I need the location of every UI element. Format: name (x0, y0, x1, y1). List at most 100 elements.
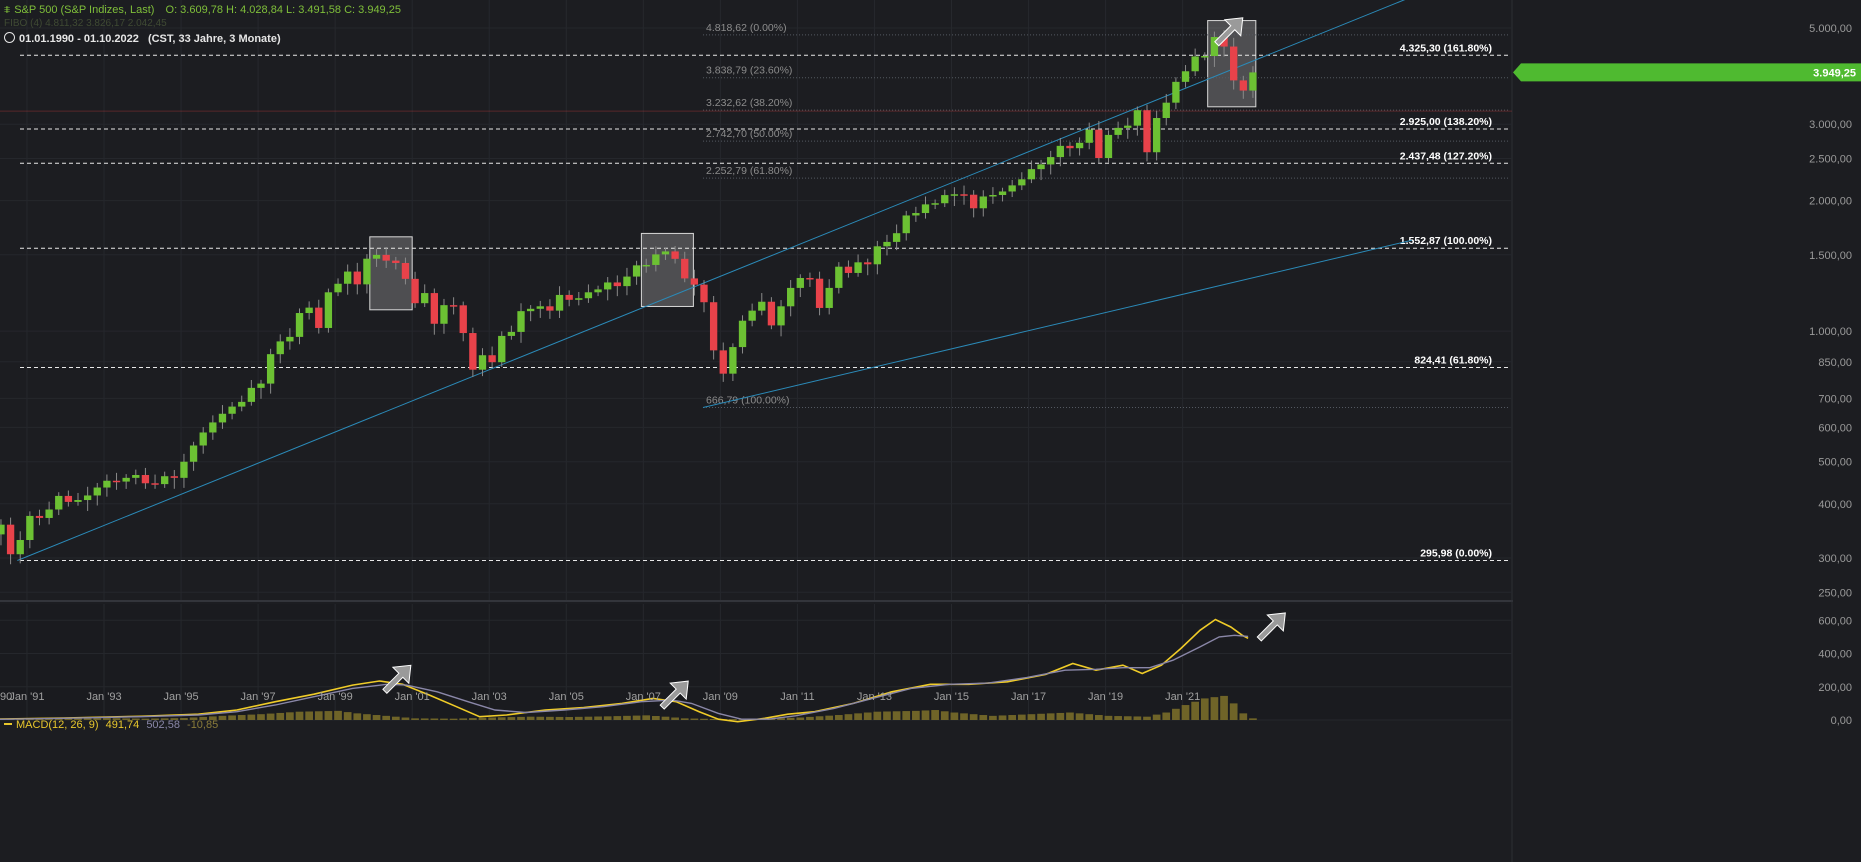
y-tick-label: 850,00 (1818, 357, 1852, 369)
fib-label: 4.818,62 (0.00%) (706, 22, 787, 34)
macd-histogram-bar (497, 717, 506, 720)
macd-legend-swatch (4, 723, 12, 725)
macd-histogram-bar (912, 710, 920, 720)
candle-body (411, 278, 419, 304)
candle (122, 474, 130, 489)
candle-body (401, 262, 410, 279)
macd-histogram-bar (199, 716, 208, 720)
candle (815, 271, 824, 316)
candle (344, 264, 352, 295)
candle-body (266, 354, 275, 384)
candle-body (892, 233, 901, 242)
macd-histogram-bar (834, 715, 843, 720)
candle-body (748, 310, 756, 321)
candle (806, 272, 814, 287)
candle-body (844, 266, 853, 273)
level-label: 2.437,48 (127.20%) (1400, 150, 1492, 162)
candle-body (815, 278, 824, 308)
candle (584, 284, 593, 303)
candle-body (440, 305, 448, 324)
candle-body (931, 203, 939, 205)
candle-body (575, 298, 583, 300)
candle (623, 267, 631, 296)
candle (392, 256, 400, 270)
candle (103, 474, 111, 497)
candle (74, 492, 82, 506)
y-tick-label: 2.500,00 (1809, 154, 1852, 166)
macd-histogram-bar (507, 717, 516, 720)
candle-body (1143, 110, 1151, 153)
candle (767, 297, 776, 330)
candle (1085, 122, 1093, 150)
candle-body (180, 461, 188, 478)
candle-body (536, 306, 544, 309)
macd-histogram-bar (83, 718, 92, 720)
macd-histogram-bar (401, 717, 410, 720)
candle-body (1047, 157, 1055, 165)
macd-histogram-bar (623, 715, 631, 720)
candle (864, 258, 872, 276)
candle (247, 379, 256, 406)
macd-histogram-bar (796, 717, 805, 720)
macd-histogram-bar (1037, 713, 1045, 720)
last-price-label: 3.949,25 (1813, 67, 1856, 79)
macd-histogram-bar (430, 718, 439, 720)
candle (35, 509, 44, 526)
candle (1066, 142, 1074, 157)
candle-body (103, 480, 111, 488)
candle-body (1095, 129, 1103, 159)
candle (1239, 75, 1247, 99)
macd-histogram-bar (709, 718, 718, 720)
date-range[interactable]: 01.01.1990 - 01.10.2022 (CST, 33 Jahre, … (4, 32, 281, 45)
candle (758, 293, 766, 316)
candle (1172, 77, 1180, 110)
candle (189, 441, 198, 471)
candle (719, 342, 727, 382)
macd-histogram-bar (931, 710, 939, 720)
candle (93, 482, 101, 506)
macd-label: MACD(12, 26, 9) (16, 719, 99, 731)
arrow-icon (1214, 17, 1244, 47)
macd-histogram-bar (1094, 715, 1103, 720)
y-axis-panel (1513, 0, 1861, 862)
candle-body (449, 305, 458, 307)
candle-body (1066, 145, 1074, 149)
candle-body (787, 287, 795, 307)
candle-body (989, 195, 997, 197)
candle (1114, 121, 1122, 139)
candle (979, 190, 987, 217)
candle-body (507, 331, 516, 336)
macd-histogram-bar (651, 716, 660, 720)
candle-body (151, 483, 159, 485)
candle-body (652, 254, 660, 265)
candle-body (324, 292, 333, 328)
macd-histogram-bar (1210, 697, 1219, 720)
candle (401, 257, 410, 285)
candle (921, 196, 930, 219)
y-tick-label: 700,00 (1818, 393, 1852, 405)
candle-body (344, 271, 352, 284)
macd-histogram-bar (170, 718, 179, 720)
candle-body (1085, 129, 1093, 143)
macd-histogram-bar (729, 719, 737, 720)
chart-type-icon[interactable]: ⩨ (4, 4, 11, 16)
candle-body (613, 282, 621, 287)
candle-body (1230, 46, 1238, 81)
candle-body (498, 335, 506, 363)
candle (729, 343, 737, 381)
macd-histogram-bar (189, 717, 198, 720)
macd-histogram-bar (1143, 716, 1151, 720)
arrow-icon (659, 680, 689, 710)
x-tick-label: Jan '21 (1165, 691, 1200, 703)
candle-body (758, 301, 766, 311)
macd-histogram-bar (411, 718, 419, 720)
candle-body (555, 294, 564, 311)
y-tick-label: 300,00 (1818, 553, 1852, 565)
candle (151, 474, 159, 489)
macd-histogram-bar (940, 711, 949, 720)
x-tick-label: Jan '15 (934, 691, 969, 703)
y-tick-label: 600,00 (1818, 422, 1852, 434)
clock-icon (4, 32, 15, 43)
candle (517, 303, 525, 343)
